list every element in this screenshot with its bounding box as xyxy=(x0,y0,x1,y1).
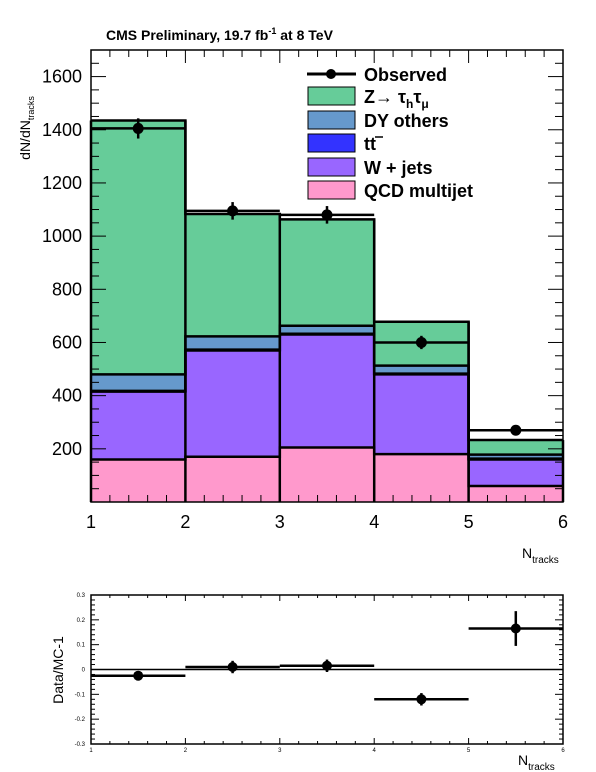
bar-ztautau-bin-2 xyxy=(185,214,280,337)
bar-dyothers-bin-5 xyxy=(468,454,563,459)
stacked-bars xyxy=(91,120,563,502)
y-axis-label: dN/dNtracks xyxy=(17,96,36,160)
observed-point-1 xyxy=(132,122,144,134)
legend-label-ztautau: Z→ τhτμ xyxy=(364,87,429,111)
ratio-point-2 xyxy=(227,662,238,673)
legend-label-qcd: QCD multijet xyxy=(364,181,473,201)
legend-swatch-ttbar xyxy=(307,133,356,153)
bar-qcd-bin-5 xyxy=(468,486,563,502)
main-plot: CMS Preliminary, 19.7 fb-1 at 8 TeV 1 2 3 4… xyxy=(17,26,568,566)
legend-label-dyothers: DY others xyxy=(364,111,449,131)
y-tick-label-200: 200 xyxy=(52,439,82,459)
bar-wjets-bin-5 xyxy=(468,459,563,487)
main-axes: 1 2 3 4 5 6 200 400 600 800 1000 1200 1400 1600 xyxy=(42,49,568,532)
x-axis-label: Ntracks xyxy=(522,545,559,566)
legend-entry-ttbar: tt xyxy=(307,133,383,154)
legend-swatch-wjets xyxy=(307,157,356,177)
bar-dyothers-bin-3 xyxy=(279,325,375,334)
x-tick-label-1: 1 xyxy=(86,512,96,532)
ratio-point-4 xyxy=(416,694,427,705)
ratio-y-tick-label-0: 0 xyxy=(82,668,86,674)
bar-qcd-bin-3 xyxy=(279,447,375,502)
bar-qcd-bin-4 xyxy=(374,454,469,502)
bar-ztautau-bin-3 xyxy=(279,219,375,326)
ratio-point-3 xyxy=(322,660,332,671)
legend-entry-qcd: QCD multijet xyxy=(307,180,473,201)
observed-point-4 xyxy=(415,336,427,348)
bar-qcd-bin-1 xyxy=(91,459,186,502)
ratio-y-tick-label--0.2: -0.2 xyxy=(75,717,86,723)
bar-dyothers-bin-2 xyxy=(185,336,280,350)
y-tick-label-1400: 1400 xyxy=(42,120,82,140)
x-tick-label-6: 6 xyxy=(558,512,568,532)
ratio-point-5 xyxy=(510,623,521,634)
legend-label-wjets: W + jets xyxy=(364,158,433,178)
ratio-x-tick-label-3: 3 xyxy=(278,748,282,754)
ratio-x-tick-label-5: 5 xyxy=(467,748,471,754)
observed-point-5 xyxy=(510,424,522,436)
bar-wjets-bin-2 xyxy=(185,350,280,457)
bar-dyothers-bin-1 xyxy=(91,374,186,391)
ratio-y-tick-label--0.3: -0.3 xyxy=(75,742,86,748)
x-tick-label-4: 4 xyxy=(369,512,379,532)
ratio-x-tick-label-2: 2 xyxy=(184,748,188,754)
y-tick-label-400: 400 xyxy=(52,386,82,406)
bar-ztautau-bin-1 xyxy=(91,120,186,375)
bar-wjets-bin-4 xyxy=(374,374,469,455)
legend-label-ttbar: tt xyxy=(364,134,376,154)
chart-title: CMS Preliminary, 19.7 fb-1 at 8 TeV xyxy=(106,26,334,43)
bar-ztautau-bin-5 xyxy=(468,440,563,455)
legend: Observed Z→ τhτμ DY others tt W + jets xyxy=(307,65,473,201)
y-tick-label-1000: 1000 xyxy=(42,226,82,246)
ratio-y-tick-label-0.2: 0.2 xyxy=(77,618,86,624)
bar-dyothers-bin-4 xyxy=(374,365,469,374)
x-tick-label-2: 2 xyxy=(180,512,190,532)
ratio-y-tick-label--0.1: -0.1 xyxy=(75,692,86,698)
legend-swatch-dyothers xyxy=(307,110,356,130)
ratio-x-tick-label-6: 6 xyxy=(561,748,565,754)
observed-point-3 xyxy=(321,209,333,221)
legend-entry-ztautau: Z→ τhτμ xyxy=(307,86,429,111)
legend-entry-observed: Observed xyxy=(307,65,447,85)
ratio-y-tick-label-0.3: 0.3 xyxy=(77,593,86,599)
observed-points xyxy=(91,118,563,436)
x-tick-label-5: 5 xyxy=(464,512,474,532)
x-tick-label-3: 3 xyxy=(275,512,285,532)
ratio-y-axis-label: Data/MC-1 xyxy=(50,636,66,704)
y-tick-label-1600: 1600 xyxy=(42,67,82,87)
y-tick-label-1200: 1200 xyxy=(42,173,82,193)
bar-qcd-bin-2 xyxy=(185,456,280,502)
legend-swatch-qcd xyxy=(307,180,356,200)
y-tick-label-600: 600 xyxy=(52,332,82,352)
y-tick-label-800: 800 xyxy=(52,279,82,299)
ratio-point-1 xyxy=(133,670,144,681)
legend-label-observed: Observed xyxy=(364,65,447,85)
ratio-plot: 1 2 3 4 5 6 -0.3 -0.2 -0.1 0 0.1 0.2 0.3 Data/MC-1 N… xyxy=(50,593,565,772)
bar-wjets-bin-3 xyxy=(279,334,375,448)
ratio-points xyxy=(91,611,563,706)
ratio-axes: 1 2 3 4 5 6 -0.3 -0.2 -0.1 0 0.1 0.2 0.3 xyxy=(75,593,566,754)
ratio-x-tick-label-4: 4 xyxy=(373,748,377,754)
legend-swatch-ztautau xyxy=(307,86,356,106)
legend-entry-dyothers: DY others xyxy=(307,110,449,131)
legend-entry-wjets: W + jets xyxy=(307,157,433,178)
ratio-y-tick-label-0.1: 0.1 xyxy=(77,643,86,649)
ratio-x-tick-label-1: 1 xyxy=(89,748,93,754)
ratio-x-axis-label: Ntracks xyxy=(518,752,555,772)
bar-wjets-bin-1 xyxy=(91,391,186,460)
observed-point-2 xyxy=(227,205,239,217)
